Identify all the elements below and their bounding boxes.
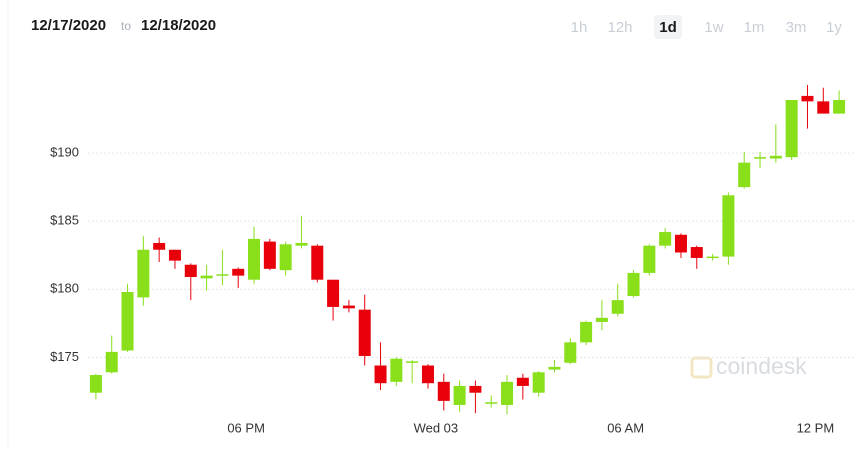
candle-body: [532, 372, 545, 393]
range-button[interactable]: 3m: [786, 19, 807, 36]
range-button[interactable]: 1y: [826, 19, 842, 36]
candle-body: [469, 385, 482, 393]
candle-body: [801, 95, 814, 102]
candle-body: [153, 242, 166, 250]
candle-body: [184, 264, 197, 277]
candle-body: [785, 99, 798, 158]
candle-body: [453, 385, 466, 405]
candle-body: [279, 244, 292, 271]
candle-body: [738, 162, 751, 188]
candle-body: [406, 361, 419, 363]
candle-body: [248, 238, 261, 280]
candle-body: [674, 234, 687, 253]
candle-body: [501, 381, 514, 405]
candle-body: [263, 241, 276, 269]
candle-body: [216, 274, 229, 276]
candle-body: [580, 321, 593, 343]
candle-body: [295, 242, 308, 246]
range-button[interactable]: 1h: [571, 19, 588, 36]
candle-body: [89, 375, 102, 393]
candle-body: [611, 300, 624, 314]
range-button-bg: [654, 15, 682, 39]
candle-body: [200, 275, 213, 279]
candle-body: [754, 157, 767, 159]
date-to: 12/18/2020: [141, 17, 216, 34]
date-separator: to: [121, 19, 131, 33]
y-tick-label: $180: [50, 281, 79, 296]
candle-body: [564, 342, 577, 363]
candle-body: [421, 365, 434, 384]
x-tick-label: 06 PM: [227, 420, 265, 435]
range-button[interactable]: 1d: [659, 19, 677, 36]
candle-body: [706, 256, 719, 259]
x-tick-label: 12 PM: [797, 420, 835, 435]
x-tick-label: Wed 03: [414, 420, 459, 435]
y-tick-label: $190: [50, 145, 79, 160]
range-button[interactable]: 1w: [704, 19, 723, 36]
candle-body: [722, 195, 735, 257]
candle-body: [595, 317, 608, 322]
x-tick-label: 06 AM: [607, 420, 644, 435]
candle-body: [232, 268, 245, 276]
candle-body: [121, 291, 134, 351]
candle-body: [374, 365, 387, 384]
candle-body: [485, 402, 498, 404]
candle-body: [690, 247, 703, 258]
range-button[interactable]: 1m: [744, 19, 765, 36]
candle-body: [137, 249, 150, 298]
candle-body: [342, 305, 355, 309]
candle-body: [358, 309, 371, 356]
candle-body: [659, 232, 672, 246]
range-selector: 1h 12h 1d 1w 1m 3m 1y: [571, 15, 842, 39]
watermark-logo: [690, 356, 713, 379]
y-tick-label: $185: [50, 213, 79, 228]
y-tick-label: $175: [50, 349, 79, 364]
range-button[interactable]: 12h: [607, 19, 632, 36]
candle-body: [627, 272, 640, 297]
candle-body: [168, 249, 181, 261]
candle-body: [327, 279, 340, 307]
candle-body: [390, 358, 403, 382]
candle-body: [548, 366, 561, 370]
candle-body: [817, 101, 830, 114]
candle-body: [311, 245, 324, 280]
candle-body: [643, 245, 656, 273]
candle-body: [516, 377, 529, 386]
date-from: 12/17/2020: [31, 17, 106, 34]
candle-body: [769, 155, 782, 159]
candle-body: [437, 381, 450, 401]
candle-body: [833, 99, 846, 114]
candle-body: [105, 351, 118, 373]
